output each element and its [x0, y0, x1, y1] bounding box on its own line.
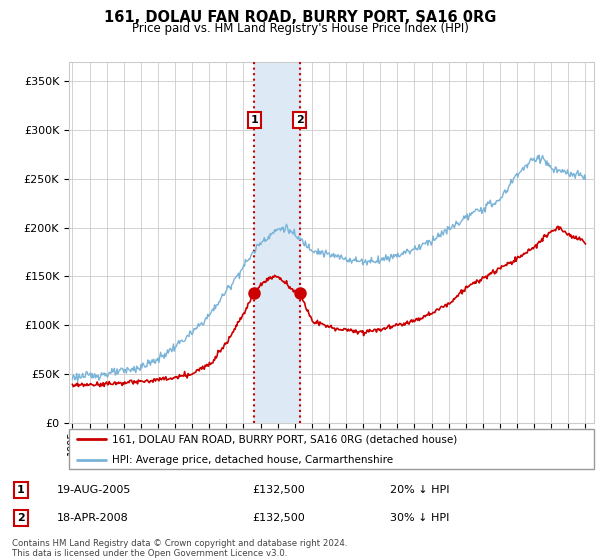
Text: 1: 1: [250, 115, 258, 125]
Text: 2: 2: [296, 115, 304, 125]
Text: 30% ↓ HPI: 30% ↓ HPI: [390, 513, 449, 523]
Text: 20% ↓ HPI: 20% ↓ HPI: [390, 485, 449, 495]
Text: 161, DOLAU FAN ROAD, BURRY PORT, SA16 0RG: 161, DOLAU FAN ROAD, BURRY PORT, SA16 0R…: [104, 10, 496, 25]
Text: HPI: Average price, detached house, Carmarthenshire: HPI: Average price, detached house, Carm…: [112, 455, 393, 465]
Text: 19-AUG-2005: 19-AUG-2005: [57, 485, 131, 495]
Text: Contains HM Land Registry data © Crown copyright and database right 2024.
This d: Contains HM Land Registry data © Crown c…: [12, 539, 347, 558]
Text: 2: 2: [17, 513, 25, 523]
Text: £132,500: £132,500: [252, 513, 305, 523]
Bar: [254, 62, 299, 423]
Text: Price paid vs. HM Land Registry's House Price Index (HPI): Price paid vs. HM Land Registry's House …: [131, 22, 469, 35]
Text: 161, DOLAU FAN ROAD, BURRY PORT, SA16 0RG (detached house): 161, DOLAU FAN ROAD, BURRY PORT, SA16 0R…: [112, 435, 457, 445]
Text: 1: 1: [17, 485, 25, 495]
Text: £132,500: £132,500: [252, 485, 305, 495]
Text: 18-APR-2008: 18-APR-2008: [57, 513, 129, 523]
